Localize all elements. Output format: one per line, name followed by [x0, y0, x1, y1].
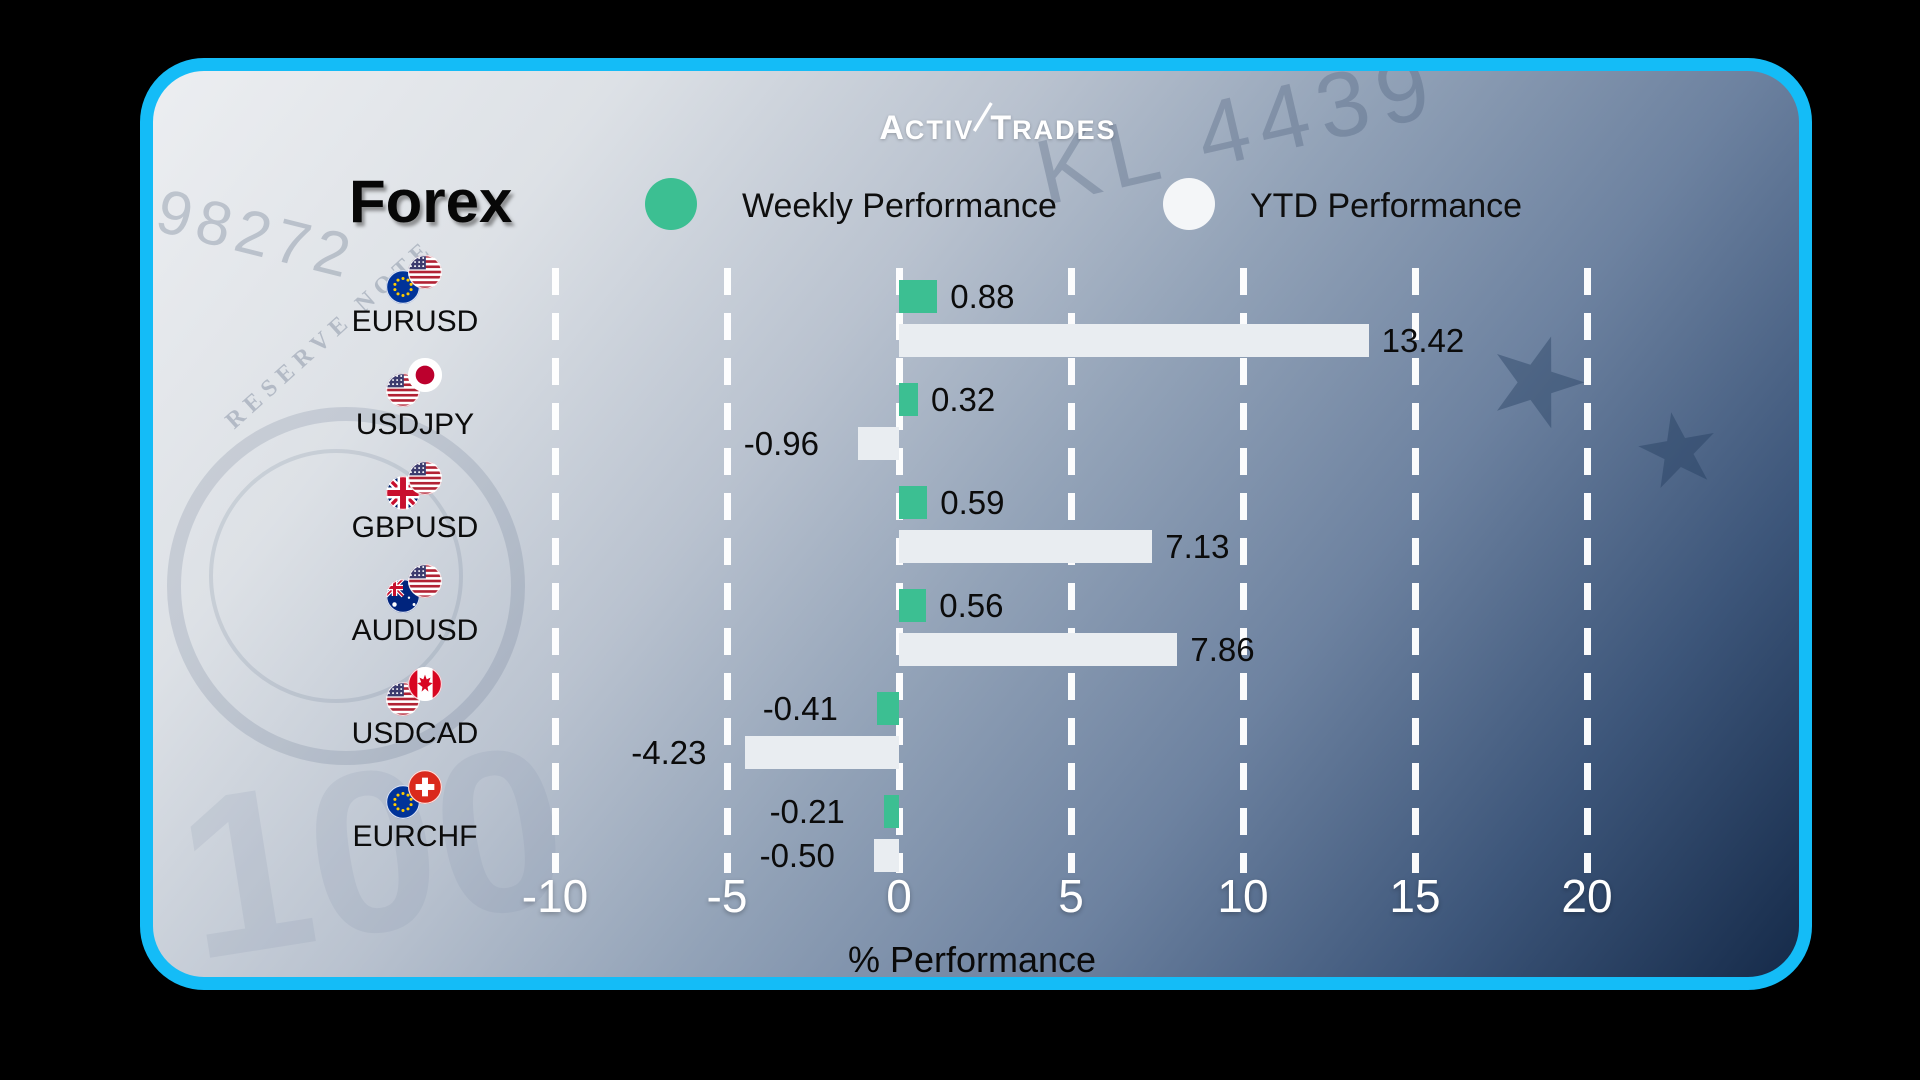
ytd-value-eurusd: 13.42 [1381, 321, 1465, 359]
logo-check-slash-icon [973, 102, 993, 132]
ytd-value-audusd: 7.86 [1190, 630, 1255, 668]
gridline--5 [723, 268, 731, 873]
weekly-value-audusd: 0.56 [939, 586, 1004, 624]
weekly-bar-eurusd [899, 279, 938, 313]
pair-label-eurusd: EURUSD [351, 305, 479, 338]
ytd-bar-audusd [899, 632, 1178, 666]
x-tick-0: 0 [886, 870, 912, 922]
x-tick--10: -10 [521, 870, 589, 922]
weekly-bar-eurchf [883, 794, 899, 828]
banknote-seal-circle [167, 407, 525, 765]
flag-us-icon [408, 461, 442, 495]
flag-us-icon [408, 255, 442, 289]
ytd-value-eurchf: -0.50 [759, 836, 835, 874]
logo-trades-rest: RADES [1012, 115, 1117, 145]
logo-trades-initial: T [990, 109, 1013, 147]
flag-jp-icon [408, 358, 442, 392]
weekly-value-usdjpy: 0.32 [931, 380, 996, 418]
legend-weekly-dot-icon [645, 178, 697, 230]
weekly-bar-usdcad [876, 691, 899, 725]
ytd-bar-usdcad [745, 735, 899, 769]
gridline-5 [1067, 268, 1075, 873]
euro-star-icon: ★ [1624, 387, 1732, 513]
weekly-bar-usdjpy [899, 382, 918, 416]
gridline-0 [895, 268, 903, 873]
pair-label-usdcad: USDCAD [351, 717, 479, 750]
x-tick-10: 10 [1217, 870, 1269, 922]
x-tick--5: -5 [706, 870, 748, 922]
x-tick-20: 20 [1561, 870, 1613, 922]
flag-pair-eurchf [386, 770, 444, 820]
logo-activ-rest: CTIV [904, 115, 975, 145]
x-tick-5: 5 [1058, 870, 1084, 922]
chart-card: KL 4439 98272 RESERVE NOTE 100 ★ ★ A CTIV… [140, 58, 1812, 990]
weekly-value-gbpusd: 0.59 [940, 483, 1005, 521]
flag-pair-eurusd [386, 255, 444, 305]
flag-ca-icon [408, 667, 442, 701]
x-tick-15: 15 [1389, 870, 1441, 922]
pair-label-eurchf: EURCHF [352, 820, 478, 853]
weekly-value-usdcad: -0.41 [762, 689, 838, 727]
gridline--10 [551, 268, 559, 873]
flag-pair-audusd [386, 564, 444, 614]
flag-us-icon [408, 564, 442, 598]
weekly-value-eurusd: 0.88 [950, 277, 1015, 315]
flag-pair-usdcad [386, 667, 444, 717]
flag-pair-usdjpy [386, 358, 444, 408]
flag-ch-icon [408, 770, 442, 804]
legend-weekly-label: Weekly Performance [742, 187, 1057, 225]
activtrades-logo: A CTIV T RADES [879, 97, 1116, 148]
weekly-value-eurchf: -0.21 [769, 792, 845, 830]
weekly-bar-audusd [899, 588, 927, 622]
ytd-value-usdcad: -4.23 [631, 733, 707, 771]
pair-label-gbpusd: GBPUSD [351, 511, 479, 544]
page-title: Forex [349, 168, 513, 235]
ytd-bar-usdjpy [857, 426, 899, 460]
flag-pair-gbpusd [386, 461, 444, 511]
legend-ytd-label: YTD Performance [1250, 187, 1523, 225]
logo-activ-initial: A [879, 109, 905, 147]
ytd-value-gbpusd: 7.13 [1165, 527, 1230, 565]
pair-label-audusd: AUDUSD [351, 614, 479, 647]
x-axis-label: % Performance [847, 939, 1097, 980]
ytd-bar-eurchf [873, 838, 899, 872]
ytd-bar-gbpusd [899, 529, 1153, 563]
weekly-bar-gbpusd [899, 485, 928, 519]
gridline-10 [1239, 268, 1247, 873]
ytd-bar-eurusd [899, 323, 1369, 357]
gridline-20 [1583, 268, 1591, 873]
legend-ytd-dot-icon [1163, 178, 1215, 230]
flag-au-icon [386, 579, 420, 613]
pair-label-usdjpy: USDJPY [355, 408, 475, 441]
ytd-value-usdjpy: -0.96 [743, 424, 819, 462]
gridline-15 [1411, 268, 1419, 873]
banknote-edge-digits-ghost: 98272 [149, 176, 363, 293]
